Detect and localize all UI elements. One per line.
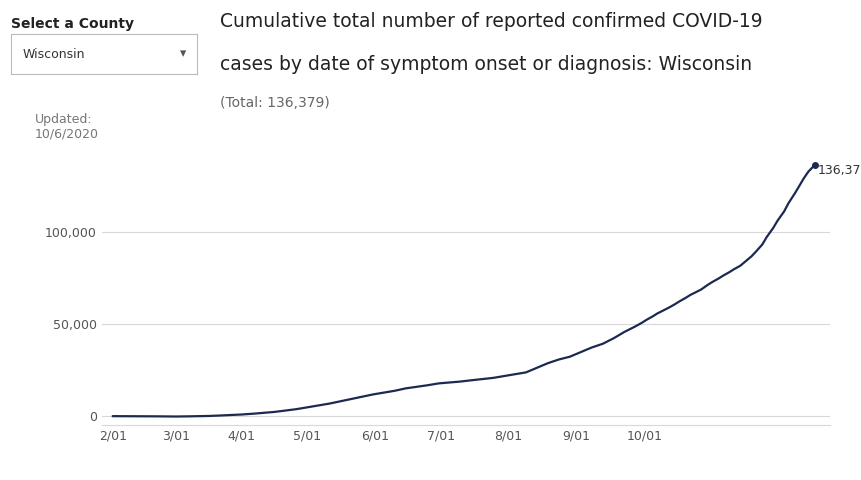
- Text: 136,379: 136,379: [817, 164, 861, 177]
- Text: (Total: 136,379): (Total: 136,379): [220, 96, 329, 110]
- Text: cases by date of symptom onset or diagnosis: Wisconsin: cases by date of symptom onset or diagno…: [220, 55, 751, 74]
- Text: Cumulative total number of reported confirmed COVID-19: Cumulative total number of reported conf…: [220, 12, 761, 31]
- Text: Updated:
10/6/2020: Updated: 10/6/2020: [34, 113, 98, 141]
- Text: Select a County: Select a County: [11, 17, 134, 31]
- Text: Wisconsin: Wisconsin: [22, 48, 84, 60]
- Text: ▾: ▾: [180, 48, 187, 60]
